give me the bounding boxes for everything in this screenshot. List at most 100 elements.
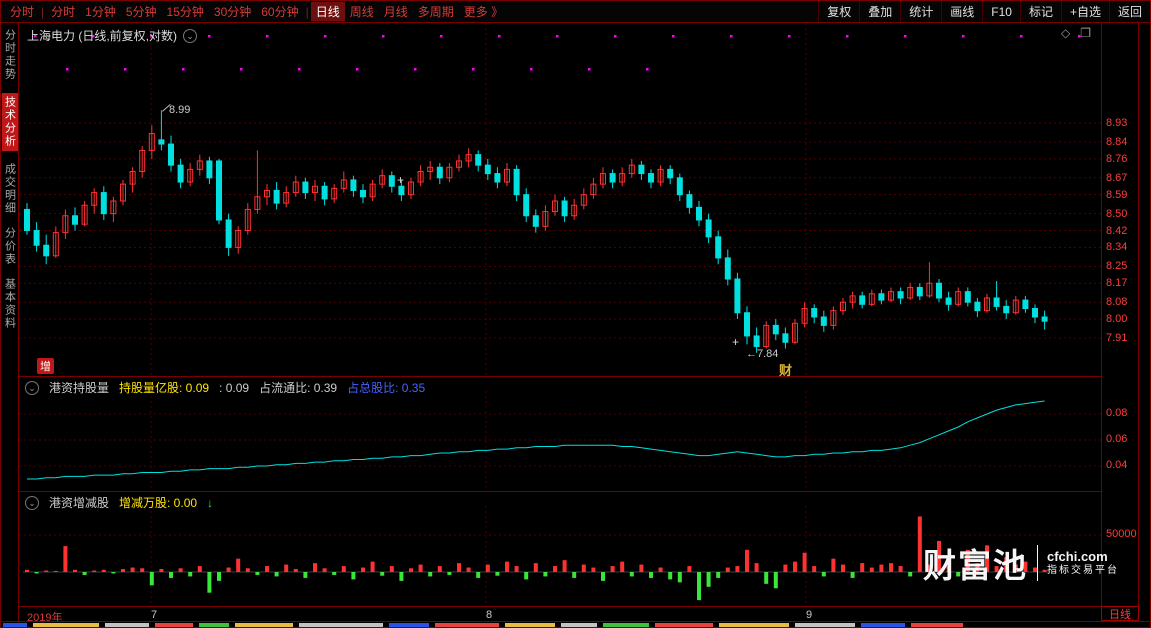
- ticker-segment[interactable]: [911, 623, 963, 627]
- price-label: 8.25: [1106, 260, 1128, 273]
- price-label: 8.93: [1106, 116, 1128, 129]
- ticker-segment[interactable]: [435, 623, 499, 627]
- chart-corner-icons: ◇ ❐: [1061, 26, 1091, 40]
- period-tab-更多 》[interactable]: 更多 》: [463, 5, 504, 19]
- toolbar-button-叠加[interactable]: 叠加: [859, 1, 900, 22]
- ticker-segment[interactable]: [603, 623, 649, 627]
- price-label: 7.91: [1106, 332, 1128, 345]
- period-tab-多周期[interactable]: 多周期: [417, 5, 454, 19]
- period-tab-分时[interactable]: 分时: [10, 5, 35, 19]
- candlestick-panel[interactable]: 上海电力 (日线,前复权,对数) ⌄ ◇ ❐: [19, 23, 1101, 376]
- sidebar: 分时走势技术分析成交明细分价表基本资料: [1, 23, 19, 621]
- ticker-segment[interactable]: [795, 623, 855, 627]
- down-arrow-icon: ↓: [207, 495, 214, 510]
- collapse-icon[interactable]: ⌄: [183, 28, 197, 43]
- period-tab-周线[interactable]: 周线: [349, 5, 374, 19]
- holdings-header: ⌄ 港资持股量 持股量亿股: 0.09 : 0.09 占流通比: 0.39 占总…: [25, 379, 425, 396]
- axis-divider: [1138, 23, 1139, 606]
- sidebar-item-成交明细[interactable]: 成交明细: [3, 163, 16, 215]
- ticker-segment[interactable]: [33, 623, 99, 627]
- float-ratio: 占流通比: 0.39: [259, 381, 338, 395]
- price-label: 8.76: [1106, 152, 1128, 165]
- ticker-segment[interactable]: [299, 623, 383, 627]
- change-value: 增减万股: 0.00: [119, 496, 198, 510]
- candlestick-chart[interactable]: [19, 23, 1101, 376]
- toolbar-button-复权[interactable]: 复权: [818, 1, 859, 22]
- window-icon[interactable]: ❐: [1080, 26, 1091, 40]
- period-tab-1分钟[interactable]: 1分钟: [85, 5, 116, 19]
- change-title: 港资增减股: [49, 496, 110, 510]
- ticker-segment[interactable]: [505, 623, 555, 627]
- price-label: 8.08: [1106, 296, 1128, 309]
- watermark-brand: 财富池: [923, 547, 1028, 584]
- sidebar-item-分价表[interactable]: 分价表: [3, 227, 16, 266]
- peak-annotation: 8.99: [169, 104, 191, 116]
- period-tab-15分钟[interactable]: 15分钟: [166, 5, 204, 19]
- change-bar-chart[interactable]: [19, 492, 1101, 607]
- ticker-segment[interactable]: [389, 623, 429, 627]
- price-label: 8.84: [1106, 135, 1128, 148]
- price-label: 8.59: [1106, 188, 1128, 201]
- separator: |: [41, 4, 45, 19]
- holdings-axis-label: 0.06: [1106, 433, 1128, 445]
- toolbar-button-返回[interactable]: 返回: [1108, 1, 1150, 22]
- watermark-tagline: 指标交易平台: [1047, 564, 1119, 576]
- ticker-segment[interactable]: [155, 623, 193, 627]
- price-label: 8.42: [1106, 224, 1128, 237]
- collapse-icon[interactable]: ⌄: [25, 495, 39, 510]
- holdings-panel[interactable]: ⌄ 港资持股量 持股量亿股: 0.09 : 0.09 占流通比: 0.39 占总…: [19, 376, 1101, 492]
- page-title: 上海电力 (日线,前复权,对数): [27, 29, 177, 43]
- diamond-icon[interactable]: ◇: [1061, 26, 1071, 40]
- trough-annotation: ←7.84: [746, 348, 779, 360]
- holdings-axis-label: 0.04: [1106, 459, 1128, 471]
- separator: |: [305, 4, 309, 19]
- holdings-title: 港资持股量: [49, 381, 110, 395]
- holdings-axis-label: 0.08: [1106, 407, 1128, 419]
- indicator-badge: 增: [37, 358, 54, 374]
- change-header: ⌄ 港资增减股 增减万股: 0.00 ↓: [25, 494, 213, 511]
- period-tab-60分钟[interactable]: 60分钟: [261, 5, 299, 19]
- total-ratio: 占总股比: 0.35: [347, 381, 426, 395]
- ticker-segment[interactable]: [861, 623, 905, 627]
- ticker-segment[interactable]: [655, 623, 713, 627]
- ticker-segment[interactable]: [235, 623, 293, 627]
- month-label-9: 9: [806, 609, 813, 621]
- ticker-segment[interactable]: [105, 623, 149, 627]
- toolbar-button-标记[interactable]: 标记: [1019, 1, 1061, 22]
- period-tab-月线[interactable]: 月线: [383, 5, 408, 19]
- price-label: 8.34: [1106, 241, 1128, 254]
- topbar-left: 分时 | 分时 1分钟 5分钟 15分钟 30分钟 60分钟 | 日线 周线 月线 多周期 更多 》: [1, 2, 508, 21]
- toolbar-button-+自选[interactable]: +自选: [1060, 1, 1109, 22]
- sidebar-item-分时走势[interactable]: 分时走势: [3, 29, 16, 81]
- collapse-icon[interactable]: ⌄: [25, 380, 39, 395]
- price-label: 8.17: [1106, 277, 1128, 290]
- ticker-segment[interactable]: [561, 623, 597, 627]
- chart-mark: +: [397, 173, 405, 187]
- topbar-right: 复权 叠加 统计 画线 F10 标记 +自选 返回: [818, 1, 1150, 22]
- watermark-domain: cfchi.com: [1047, 548, 1108, 564]
- chart-title-row: 上海电力 (日线,前复权,对数) ⌄: [27, 27, 197, 44]
- sidebar-item-技术分析[interactable]: 技术分析: [1, 93, 18, 151]
- watermark-divider: [1037, 545, 1038, 581]
- ticker-segment[interactable]: [719, 623, 789, 627]
- toolbar-button-F10[interactable]: F10: [982, 1, 1020, 22]
- price-label: 8.00: [1106, 313, 1128, 326]
- change-panel[interactable]: ⌄ 港资增减股 增减万股: 0.00 ↓: [19, 491, 1101, 607]
- ticker-segment[interactable]: [199, 623, 229, 627]
- holdings-line-chart[interactable]: [19, 377, 1101, 492]
- period-tab-30分钟[interactable]: 30分钟: [213, 5, 252, 19]
- toolbar-button-画线[interactable]: 画线: [941, 1, 982, 22]
- period-tab-分时[interactable]: 分时: [51, 5, 76, 19]
- holdings-value: 持股量亿股: 0.09: [119, 381, 210, 395]
- ticker-segment[interactable]: [3, 623, 27, 627]
- price-label: 8.50: [1106, 207, 1128, 220]
- period-tab-5分钟[interactable]: 5分钟: [125, 5, 157, 19]
- period-indicator[interactable]: 日线: [1101, 606, 1139, 621]
- news-ticker[interactable]: [1, 621, 1150, 627]
- period-tab-日线[interactable]: 日线: [310, 2, 345, 21]
- change-axis-label: 50000: [1106, 528, 1137, 540]
- sidebar-item-基本资料[interactable]: 基本资料: [3, 278, 16, 330]
- toolbar-button-统计[interactable]: 统计: [900, 1, 941, 22]
